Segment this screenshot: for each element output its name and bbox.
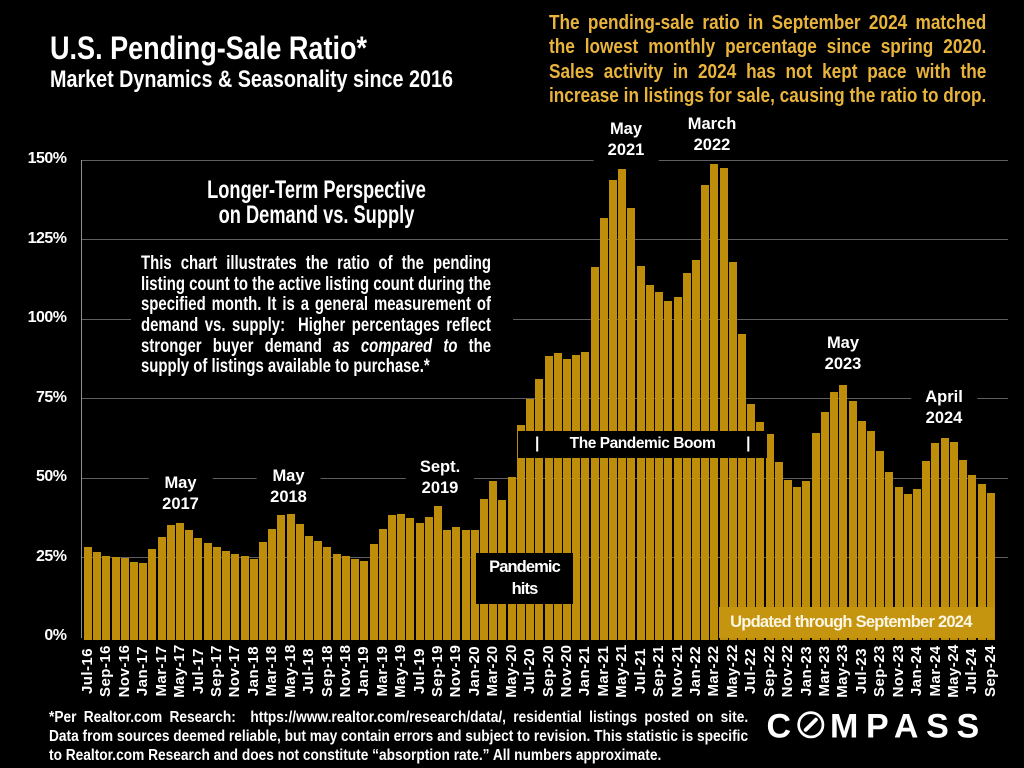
svg-text:C: C xyxy=(767,708,792,746)
svg-text:MPASS: MPASS xyxy=(830,708,987,746)
